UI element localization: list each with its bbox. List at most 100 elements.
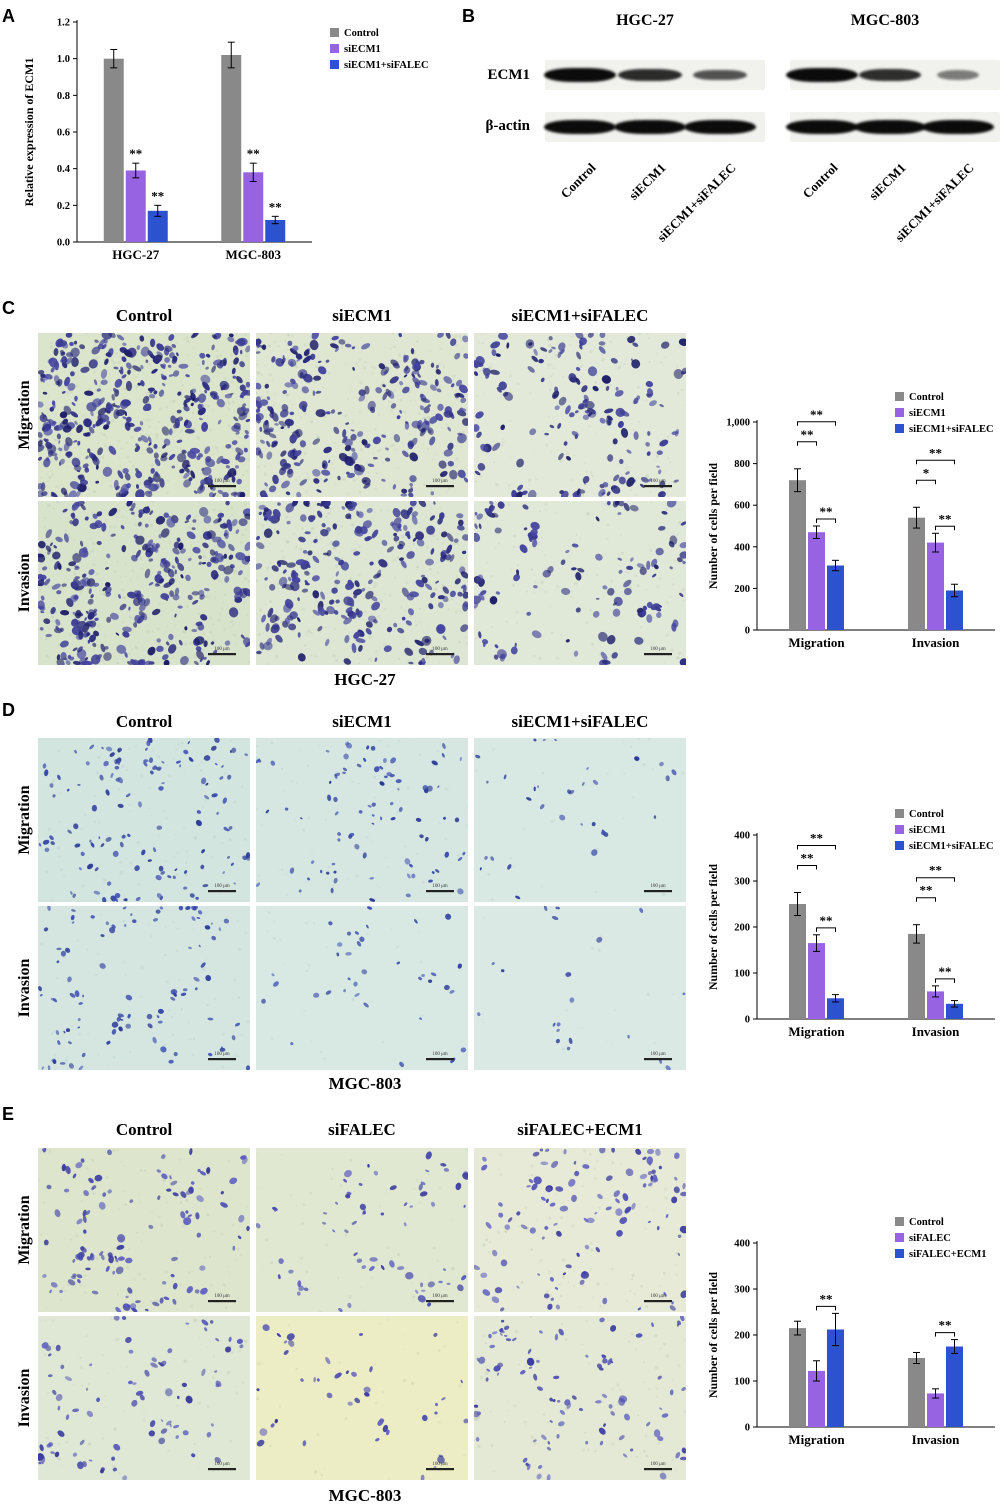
svg-text:Migration: Migration <box>788 1432 845 1447</box>
scale-bar <box>644 1468 672 1470</box>
panel-E-bar-chart: 0100200300400Number of cells per fieldMi… <box>705 1203 1000 1471</box>
scale-bar-label: 100 μm <box>650 1052 665 1057</box>
svg-text:siECM1+siFALEC: siECM1+siFALEC <box>909 841 994 852</box>
scale-bar <box>208 1058 236 1060</box>
bar <box>808 532 825 630</box>
panel-E-header-sifalec-ecm1: siFALEC+ECM1 <box>474 1120 686 1140</box>
panel-A-bar-chart: 0.00.20.40.60.81.01.2Relative expression… <box>15 2 450 287</box>
svg-text:siECM1: siECM1 <box>344 44 381 55</box>
svg-text:siECM1: siECM1 <box>909 825 946 836</box>
legend-swatch <box>895 424 904 433</box>
blot-band <box>544 120 616 134</box>
micrograph-svg: 100 μm <box>38 1148 250 1312</box>
svg-text:**: ** <box>929 445 942 460</box>
svg-text:Relative expression of ECM1: Relative expression of ECM1 <box>22 58 36 207</box>
panel-E-row-label-migration: Migration <box>16 1195 34 1264</box>
svg-text:**: ** <box>939 964 952 979</box>
scale-bar <box>426 1468 454 1470</box>
scale-bar-label: 100 μm <box>432 1052 447 1057</box>
legend-swatch <box>330 60 339 69</box>
svg-text:**: ** <box>801 427 814 442</box>
scale-bar-label: 100 μm <box>214 1052 229 1057</box>
svg-text:400: 400 <box>734 831 750 842</box>
scale-bar-label: 100 μm <box>214 479 229 484</box>
svg-text:100: 100 <box>734 1377 750 1388</box>
micrograph-E-migration-control: 100 μm <box>38 1148 250 1312</box>
lane-labels-hgc27: ControlsiECM1siECM1+siFALEC <box>545 160 765 270</box>
scale-bar-label: 100 μm <box>214 1294 229 1299</box>
bar <box>789 480 806 630</box>
blot-band <box>922 120 994 134</box>
bar <box>927 543 944 630</box>
scale-bar <box>644 485 672 487</box>
micrograph-svg: 100 μm <box>256 738 468 902</box>
blot-band <box>618 69 682 82</box>
micrograph-C-migration-siecm1: 100 μm <box>256 333 468 497</box>
panel-C-header-control: Control <box>38 306 250 326</box>
protein-label-ecm1: ECM1 <box>440 67 530 84</box>
sig-bracket <box>798 442 817 446</box>
western-blot-hgc27 <box>545 55 765 160</box>
svg-text:**: ** <box>939 511 952 526</box>
panel-C-header-siecm1-sifalec: siECM1+siFALEC <box>474 306 686 326</box>
bar <box>126 171 146 243</box>
svg-text:Number of cells per field: Number of cells per field <box>706 1272 720 1399</box>
bar <box>104 59 124 242</box>
sig-bracket <box>936 526 955 530</box>
bar <box>908 518 925 630</box>
bar <box>908 934 925 1019</box>
svg-text:MGC-803: MGC-803 <box>225 247 281 262</box>
micrograph-D-invasion-control: 100 μm <box>38 906 250 1070</box>
panel-C-cell-line-label: HGC-27 <box>255 670 475 690</box>
svg-text:siFALEC: siFALEC <box>909 1233 951 1244</box>
blot-band <box>786 68 858 82</box>
lane-label: siECM1 <box>866 160 909 203</box>
svg-text:0.2: 0.2 <box>57 201 70 212</box>
micrograph-D-invasion-siecm1: 100 μm <box>256 906 468 1070</box>
scale-bar <box>208 485 236 487</box>
micrograph-C-invasion-control: 100 μm <box>38 501 250 665</box>
lane-label: siECM1 <box>626 160 669 203</box>
lane-label: Control <box>800 160 842 202</box>
svg-text:1.2: 1.2 <box>57 18 70 29</box>
panel-D-cell-line-label: MGC-803 <box>255 1074 475 1094</box>
bar <box>789 904 806 1019</box>
scale-bar-label: 100 μm <box>214 884 229 889</box>
panel-E-header-sifalec: siFALEC <box>256 1120 468 1140</box>
blot-band <box>786 120 858 134</box>
micrograph-D-migration-control: 100 μm <box>38 738 250 902</box>
panel-E-cell-line-label: MGC-803 <box>255 1486 475 1506</box>
micrograph-D-invasion-siecm1-sifalec: 100 μm <box>474 906 686 1070</box>
svg-text:0.6: 0.6 <box>57 128 70 139</box>
micrograph-svg: 100 μm <box>474 501 686 665</box>
sig-bracket <box>917 480 936 484</box>
blot-band <box>937 70 980 79</box>
blot-band <box>684 120 756 134</box>
blot-title-hgc27: HGC-27 <box>580 12 710 30</box>
svg-text:**: ** <box>820 1291 833 1306</box>
svg-text:**: ** <box>247 146 260 161</box>
micrograph-svg: 100 μm <box>474 1148 686 1312</box>
svg-text:**: ** <box>820 913 833 928</box>
scale-bar <box>426 1300 454 1302</box>
micrograph-C-migration-control: 100 μm <box>38 333 250 497</box>
blot-band <box>614 120 686 134</box>
micrograph-E-migration-sifalec-ecm1: 100 μm <box>474 1148 686 1312</box>
scale-bar <box>208 1300 236 1302</box>
panel-C-header-siecm1: siECM1 <box>256 306 468 326</box>
micrograph-svg: 100 μm <box>38 906 250 1070</box>
sig-bracket <box>917 460 955 464</box>
sig-bracket <box>936 1333 955 1337</box>
svg-text:Number of cells per field: Number of cells per field <box>706 463 720 590</box>
svg-text:800: 800 <box>734 459 750 470</box>
lane-labels-mgc803: ControlsiECM1siECM1+siFALEC <box>790 160 1000 270</box>
scale-bar-label: 100 μm <box>650 647 665 652</box>
micrograph-svg: 100 μm <box>256 906 468 1070</box>
svg-text:**: ** <box>801 851 814 866</box>
micrograph-E-invasion-sifalec: 100 μm <box>256 1316 468 1480</box>
scale-bar-label: 100 μm <box>432 1462 447 1467</box>
micrograph-C-invasion-siecm1-sifalec: 100 μm <box>474 501 686 665</box>
legend-swatch <box>895 408 904 417</box>
panel-E-header-control: Control <box>38 1120 250 1140</box>
scale-bar-label: 100 μm <box>214 647 229 652</box>
